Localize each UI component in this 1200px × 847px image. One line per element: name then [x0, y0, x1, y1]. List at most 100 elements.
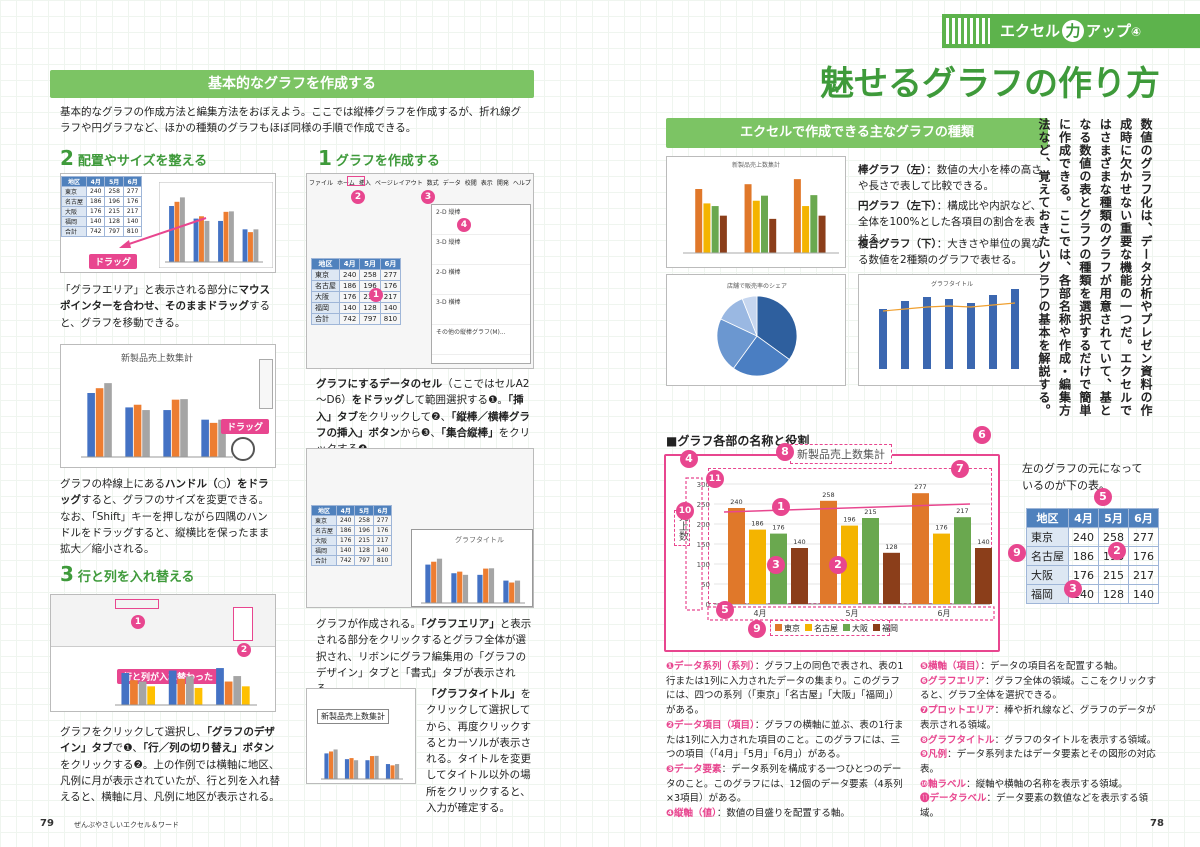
ribbon-tab[interactable]: 開発 [496, 180, 509, 187]
sheet-cell[interactable]: 5月 [354, 505, 374, 516]
sheet-cell[interactable]: 大阪 [60, 206, 88, 217]
ribbon-tab[interactable]: 校閲 [464, 180, 477, 187]
ribbon-tab[interactable]: ホーム [337, 180, 355, 187]
sheet-cell[interactable]: 6月 [372, 505, 393, 516]
sheet-cell[interactable]: 258 [104, 186, 124, 197]
sheet-cell[interactable]: 277 [372, 515, 393, 526]
y-tick-label: 300 [697, 481, 710, 489]
sheet-cell[interactable]: 福岡 [60, 216, 88, 227]
edited-title[interactable]: 新製品売上数集計 [317, 709, 389, 724]
chart-menu-item[interactable]: 3-D 縦棒 [432, 235, 530, 265]
mini-bar [95, 388, 104, 457]
sheet-cell[interactable]: 合計 [311, 313, 340, 325]
sheet-cell[interactable]: 186 [338, 280, 361, 292]
sheet-cell[interactable]: 6月 [379, 258, 402, 270]
sheet-cell[interactable]: 地区 [311, 258, 340, 270]
sheet-cell[interactable]: 名古屋 [310, 525, 338, 536]
sheet-cell[interactable]: 合計 [60, 226, 88, 237]
chart-menu-item[interactable]: 2-D 横棒 [432, 265, 530, 295]
created-screenshot: 地区 4月 5月 6月 東京 240 258 277 名古屋 186 196 176 大阪 176 215 2… [306, 448, 534, 608]
mini-bar [462, 574, 469, 603]
data-label: 176 [772, 524, 784, 532]
sheet-cell[interactable]: 大阪 [310, 535, 338, 546]
mini-bar [223, 211, 229, 262]
sheet-cell[interactable]: 6月 [122, 176, 143, 187]
sheet-cell[interactable]: 240 [338, 269, 361, 281]
ribbon-tab[interactable]: ヘルプ [512, 180, 531, 187]
sheet-cell[interactable]: 5月 [104, 176, 124, 187]
sheet-cell[interactable]: 176 [122, 196, 143, 207]
sheet-cell[interactable]: 140 [336, 545, 356, 556]
sheet-cell[interactable]: 地区 [310, 505, 338, 516]
sheet-cell[interactable]: 地区 [60, 176, 88, 187]
sheet-cell[interactable]: 196 [104, 196, 124, 207]
sheet-cell[interactable]: 810 [372, 555, 393, 566]
sheet-cell[interactable]: 名古屋 [60, 196, 88, 207]
sheet-cell[interactable]: 福岡 [310, 545, 338, 556]
chart-menu-item[interactable]: 3-D 横棒 [432, 295, 530, 325]
sheet-cell[interactable]: 5月 [359, 258, 381, 270]
kind-bar [761, 195, 768, 253]
sheet-cell[interactable]: 742 [336, 555, 356, 566]
ribbon-tab[interactable]: ページレイアウト [374, 180, 423, 187]
sheet-cell[interactable]: 742 [338, 313, 361, 325]
table-cell: 258 [1098, 527, 1129, 547]
sheet-cell[interactable]: 東京 [310, 515, 338, 526]
sheet-cell[interactable]: 4月 [336, 505, 356, 516]
sheet-cell[interactable]: 217 [379, 291, 402, 303]
sheet-cell[interactable]: 大阪 [311, 291, 340, 303]
table-cell: 240 [1068, 527, 1099, 547]
sheet-cell[interactable]: 東京 [60, 186, 88, 197]
sheet-cell[interactable]: 258 [359, 269, 381, 281]
sheet-cell[interactable]: 176 [338, 291, 361, 303]
sheet-cell[interactable]: 128 [359, 302, 381, 314]
sheet-cell[interactable]: 128 [354, 545, 374, 556]
ribbon-tab[interactable]: ファイル [309, 180, 334, 187]
sheet-cell[interactable]: 240 [86, 186, 106, 197]
resize-chart-title: 新製品売上数集計 [121, 354, 194, 364]
sheet-cell[interactable]: 240 [336, 515, 356, 526]
sheet-cell[interactable]: 140 [338, 302, 361, 314]
sheet-cell[interactable]: 東京 [311, 269, 340, 281]
ribbon-tab[interactable]: 表示 [480, 180, 493, 187]
chart-callout-6: 6 [973, 426, 991, 444]
chart-menu-item[interactable]: その他の縦棒グラフ(M)... [432, 325, 530, 355]
sheet-cell[interactable]: 258 [354, 515, 374, 526]
table-cell: 217 [1128, 565, 1159, 585]
big-chart-title[interactable]: 新製品売上数集計 [790, 444, 892, 464]
sheet-cell[interactable]: 277 [122, 186, 143, 197]
sheet-cell[interactable]: 140 [372, 545, 393, 556]
step1-text: グラフにするデータのセル（ここではセルA2～D6）をドラッグして範囲選択する❶。… [316, 378, 531, 455]
sheet-cell[interactable]: 4月 [338, 258, 361, 270]
chart-callout-5: 5 [716, 601, 734, 619]
sheet-cell[interactable]: 810 [379, 313, 402, 325]
part-description: ❿軸ラベル：縦軸や横軸の名称を表示する領域。 [920, 778, 1160, 793]
legend-swatch [805, 624, 812, 631]
sheet-cell[interactable]: 277 [379, 269, 402, 281]
sheet-cell[interactable]: 176 [336, 535, 356, 546]
sheet-cell[interactable]: 215 [354, 535, 374, 546]
sheet-cell[interactable]: 4月 [86, 176, 106, 187]
sheet-cell[interactable]: 名古屋 [311, 280, 340, 292]
step3-chart [115, 668, 257, 706]
sheet-cell[interactable]: 176 [372, 525, 393, 536]
sheet-cell[interactable]: 797 [354, 555, 374, 566]
chart-menu-item[interactable]: 2-D 縦棒 [432, 205, 530, 235]
mini-bar [216, 668, 224, 705]
sheet-cell[interactable]: 186 [86, 196, 106, 207]
sheet-cell[interactable]: 217 [372, 535, 393, 546]
sheet-cell[interactable]: 合計 [310, 555, 338, 566]
ribbon-tab[interactable]: データ [442, 180, 461, 187]
switch-row-col-button[interactable] [233, 607, 253, 641]
insert-tab[interactable] [347, 176, 365, 186]
x-tick-label: 5月 [845, 609, 858, 618]
sheet-cell[interactable]: 196 [354, 525, 374, 536]
sheet-cell[interactable]: 797 [359, 313, 381, 325]
sheet-cell[interactable]: 176 [379, 280, 402, 292]
sheet-cell[interactable]: 福岡 [311, 302, 340, 314]
ribbon-tab[interactable]: 数式 [426, 180, 439, 187]
sheet-cell[interactable]: 140 [379, 302, 402, 314]
sheet-cell[interactable]: 186 [336, 525, 356, 536]
mini-bar [425, 564, 431, 603]
sheet-cell[interactable]: 810 [122, 226, 143, 237]
